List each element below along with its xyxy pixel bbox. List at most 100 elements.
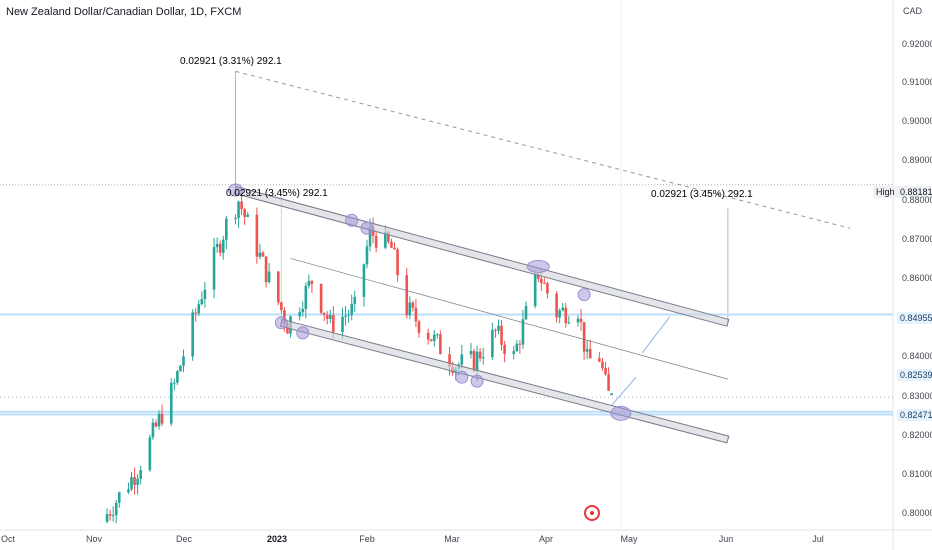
y-tick-label: 0.91000 xyxy=(902,77,932,87)
candle-body xyxy=(460,354,464,365)
candle-body xyxy=(439,334,442,355)
channel-touch-highlight xyxy=(610,405,632,421)
candle-body xyxy=(543,282,546,284)
channel-lower-band xyxy=(279,318,730,444)
candle-body xyxy=(472,350,476,372)
candle-body xyxy=(436,334,439,336)
candle-body xyxy=(111,515,115,517)
candle-body xyxy=(558,310,561,318)
candle-body xyxy=(607,374,610,391)
candle-body xyxy=(328,315,332,319)
candle-body xyxy=(304,285,308,310)
candle-body xyxy=(417,321,421,333)
y-tick-label: 0.83000 xyxy=(902,391,932,401)
price-label-level-2: 0.82539 xyxy=(897,369,932,381)
candle-body xyxy=(515,343,519,352)
channel-upper-band xyxy=(233,186,730,327)
candle-body xyxy=(567,322,571,324)
y-tick-label: 0.89000 xyxy=(902,155,932,165)
candle-body xyxy=(347,314,350,316)
channel-touch-highlight xyxy=(526,259,550,273)
candle-body xyxy=(151,422,155,438)
candle-body xyxy=(258,252,262,257)
x-tick-label: Mar xyxy=(444,534,460,544)
candle-body xyxy=(414,307,418,322)
candle-body xyxy=(108,514,112,516)
candle-body xyxy=(243,209,246,217)
candle-body xyxy=(200,298,204,305)
y-tick-label: 0.90000 xyxy=(902,116,932,126)
y-tick-label: 0.88000 xyxy=(902,195,932,205)
economic-event-icon[interactable] xyxy=(584,505,600,521)
price-label-high: 0.88181 xyxy=(897,186,932,198)
candle-body xyxy=(365,246,369,265)
candle-body xyxy=(310,280,314,284)
candle-body xyxy=(127,489,130,493)
candle-body xyxy=(246,214,250,217)
candle-body xyxy=(536,273,540,279)
candle-body xyxy=(255,214,259,257)
candle-body xyxy=(194,312,198,314)
candle-body xyxy=(500,325,503,345)
candle-body xyxy=(332,315,335,332)
measure-annotation-right: 0.02921 (3.45%) 292.1 xyxy=(651,189,753,200)
y-tick-label: 0.92000 xyxy=(902,39,932,49)
candle-body xyxy=(212,247,216,290)
candle-body xyxy=(350,303,353,315)
candle-body xyxy=(234,218,237,220)
candle-body xyxy=(182,356,185,366)
candle-body xyxy=(280,302,283,311)
candle-body xyxy=(267,271,271,283)
y-tick-label: 0.80000 xyxy=(902,508,932,518)
y-tick-label: 0.84000 xyxy=(902,351,932,361)
candle-body xyxy=(518,343,522,345)
candle-body xyxy=(139,470,142,479)
candle-body xyxy=(225,218,228,240)
candle-body xyxy=(448,354,451,368)
candle-body xyxy=(169,382,173,424)
candle-body xyxy=(160,413,164,424)
candle-body xyxy=(176,371,179,383)
candle-body xyxy=(301,309,305,313)
x-tick-label: 2023 xyxy=(266,534,288,544)
candle-body xyxy=(601,361,604,368)
candle-body xyxy=(561,307,565,311)
candle-body xyxy=(524,305,528,320)
candle-body xyxy=(154,422,158,427)
measure-annotation-top: 0.02921 (3.31%) 292.1 xyxy=(180,56,282,67)
candle-body xyxy=(579,318,583,323)
x-tick-label: Oct xyxy=(0,534,16,544)
candle-body xyxy=(540,278,543,283)
candle-body xyxy=(191,312,194,357)
candle-body xyxy=(344,315,347,317)
channel-touch-highlight xyxy=(227,183,243,197)
candle-body xyxy=(286,323,289,334)
candle-body xyxy=(564,307,568,324)
x-tick-label: Nov xyxy=(85,534,103,544)
candle-body xyxy=(368,226,372,247)
candle-body xyxy=(130,477,133,490)
candle-body xyxy=(319,283,323,313)
candle-body xyxy=(215,243,219,248)
candle-body xyxy=(396,249,399,276)
y-tick-label: 0.81000 xyxy=(902,469,932,479)
candle-body xyxy=(197,304,201,314)
x-tick-label: Dec xyxy=(175,534,193,544)
y-tick-label: 0.86000 xyxy=(902,273,932,283)
candle-body xyxy=(521,319,525,345)
x-tick-label: Feb xyxy=(359,534,375,544)
candle-body xyxy=(469,350,473,355)
candle-body xyxy=(237,201,240,219)
candle-body xyxy=(353,296,357,304)
projection-arrow xyxy=(641,316,671,354)
candle-body xyxy=(240,201,243,210)
candle-body xyxy=(432,334,436,341)
candle-body xyxy=(533,273,537,306)
candle-body xyxy=(411,302,415,308)
candle-body xyxy=(555,293,558,318)
candle-body xyxy=(136,478,139,485)
candle-body xyxy=(610,393,613,396)
candle-body xyxy=(307,280,311,286)
